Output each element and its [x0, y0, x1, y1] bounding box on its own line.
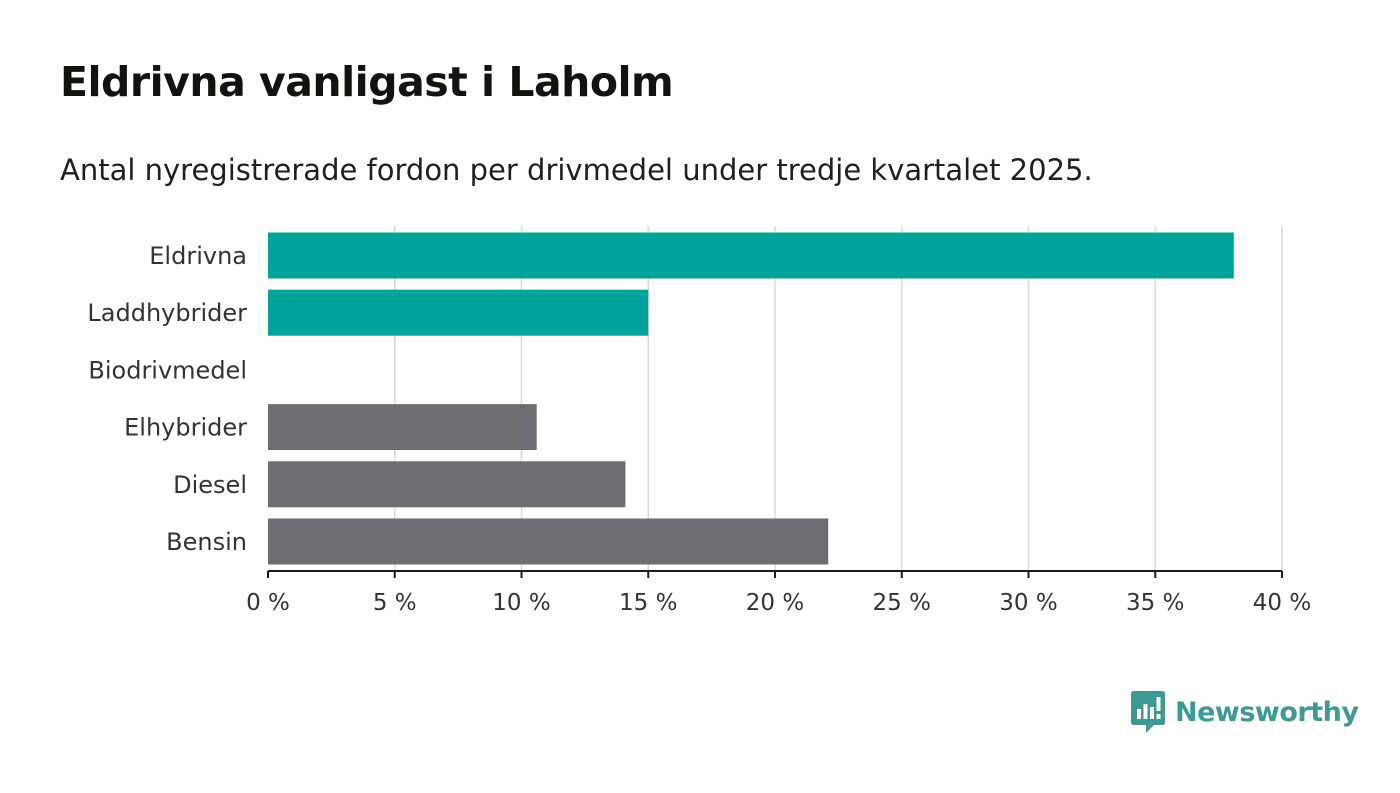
x-axis: 0 % 5 % 10 % 15 % 20 % 25 % 30 % 35 % 40 %: [246, 570, 1311, 616]
bar-bensin: [268, 518, 829, 565]
newsworthy-logo: Newsworthy: [1131, 690, 1359, 734]
x-tick-label: 30 %: [999, 590, 1057, 616]
brand-name: Newsworthy: [1175, 696, 1359, 728]
bar-elhybrider: [268, 404, 537, 451]
category-label: Bensin: [166, 528, 247, 556]
x-tick-label: 0 %: [246, 590, 290, 616]
x-tick-label: 5 %: [373, 590, 417, 616]
x-tick-label: 25 %: [873, 590, 931, 616]
category-labels: Eldrivna Laddhybrider Biodrivmedel Elhybrid…: [87, 242, 247, 556]
x-tick-label: 35 %: [1126, 590, 1184, 616]
x-tick-label: 15 %: [619, 590, 677, 616]
chart-title: Eldrivna vanligast i Laholm: [60, 58, 674, 106]
newsworthy-bar-chart-icon: [1131, 691, 1165, 733]
chart-subtitle: Antal nyregistrerade fordon per drivmede…: [60, 153, 1093, 187]
category-label: Eldrivna: [149, 242, 247, 270]
bar-laddhybrider: [268, 289, 649, 336]
grid-lines: [394, 226, 1283, 571]
x-tick-label: 10 %: [492, 590, 550, 616]
bars: [268, 232, 1234, 565]
x-tick-label: 40 %: [1253, 590, 1311, 616]
x-tick-label: 20 %: [746, 590, 804, 616]
bar-eldrivna: [268, 232, 1234, 279]
category-label: Elhybrider: [124, 414, 247, 442]
bar-diesel: [268, 461, 626, 508]
category-label: Biodrivmedel: [88, 356, 247, 384]
category-label: Laddhybrider: [87, 299, 247, 327]
category-label: Diesel: [173, 471, 247, 499]
